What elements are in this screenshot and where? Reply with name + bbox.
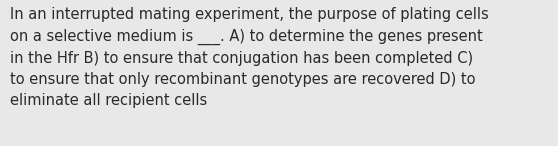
Text: In an interrupted mating experiment, the purpose of plating cells
on a selective: In an interrupted mating experiment, the… bbox=[10, 7, 489, 107]
